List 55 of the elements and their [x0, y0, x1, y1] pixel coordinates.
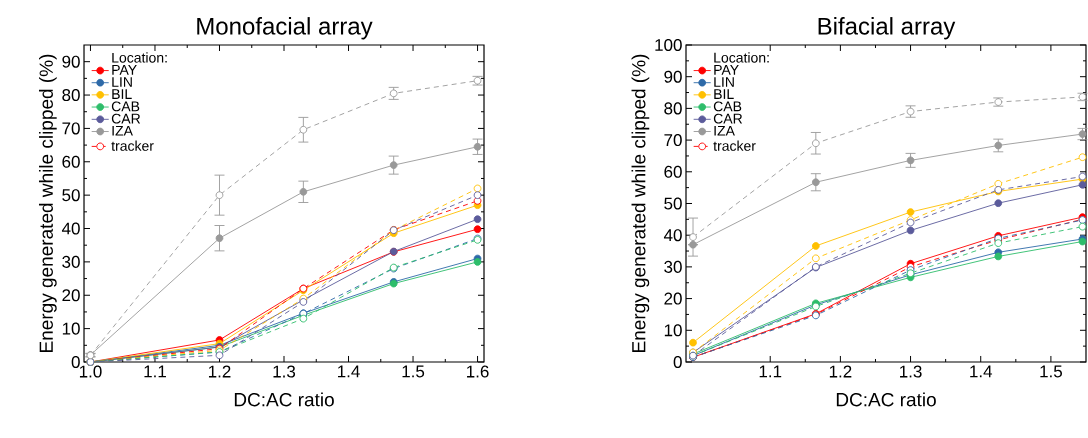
legend-title: Location:: [112, 52, 167, 63]
legend-label: CAB: [111, 101, 140, 112]
y-tick-label: 90: [664, 70, 682, 83]
x-tick-label: 1.5: [402, 365, 425, 378]
legend-label: LIN: [112, 77, 132, 87]
legend-label: tracker: [713, 140, 756, 151]
y-tick-label: 20: [62, 289, 80, 302]
legend-label: LIN: [714, 77, 734, 87]
legend-title: Location:: [714, 52, 769, 63]
y-tick-label: 40: [663, 229, 682, 242]
legend-label: CAR: [713, 113, 743, 124]
x-tick-label: 1.5: [1040, 365, 1062, 378]
y-tick-label: 60: [62, 155, 80, 168]
y-tick-label: 100: [655, 38, 682, 52]
legend-label: IZA: [714, 125, 735, 136]
x-axis-title: DC:AC ratio: [234, 392, 334, 407]
y-tick-label: 90: [62, 55, 80, 68]
chart-title: Monofacial array: [197, 17, 373, 40]
x-tick-label: 1.4: [338, 365, 360, 378]
legend-label: PAY: [112, 65, 137, 75]
x-tick-label: 1.2: [208, 365, 231, 378]
legend-label: BIL: [714, 89, 734, 99]
y-tick-label: 20: [664, 292, 682, 305]
legend-label: BIL: [112, 89, 132, 99]
y-axis-title: Energy generated while clipped (%): [38, 54, 57, 352]
x-tick-label: 1.6: [467, 365, 489, 378]
y-tick-label: 50: [664, 197, 682, 210]
y-tick-label: 30: [664, 260, 682, 273]
x-tick-label: 1.4: [970, 365, 993, 378]
y-tick-label: 70: [664, 134, 682, 147]
y-tick-label: 0: [71, 355, 80, 369]
y-tick-label: 10: [664, 324, 682, 337]
x-tick-label: 1.1: [759, 365, 782, 378]
y-tick-label: 40: [61, 222, 80, 235]
legend-label: CAR: [111, 113, 141, 124]
legend-label: IZA: [112, 125, 133, 136]
y-tick-label: 50: [62, 189, 80, 202]
legend-label: CAB: [713, 101, 742, 112]
y-tick-label: 0: [673, 355, 682, 369]
legend-label: PAY: [714, 65, 739, 75]
x-axis-title: DC:AC ratio: [836, 392, 936, 407]
x-tick-label: 1.3: [273, 365, 296, 378]
y-tick-label: 10: [62, 322, 80, 335]
y-tick-label: 80: [664, 102, 682, 115]
chart-title: Bifacial array: [818, 17, 956, 40]
legend-label: tracker: [111, 140, 154, 151]
x-tick-label: 1.1: [144, 365, 166, 378]
y-tick-label: 60: [664, 165, 682, 178]
y-axis-title: Energy generated while clipped (%): [631, 54, 650, 352]
y-tick-label: 30: [62, 255, 80, 268]
x-tick-label: 1.2: [829, 365, 852, 378]
x-tick-label: 1.3: [900, 365, 922, 378]
x-tick-label: 1.0: [79, 365, 102, 378]
y-tick-label: 80: [62, 89, 80, 102]
y-tick-label: 70: [62, 122, 80, 135]
